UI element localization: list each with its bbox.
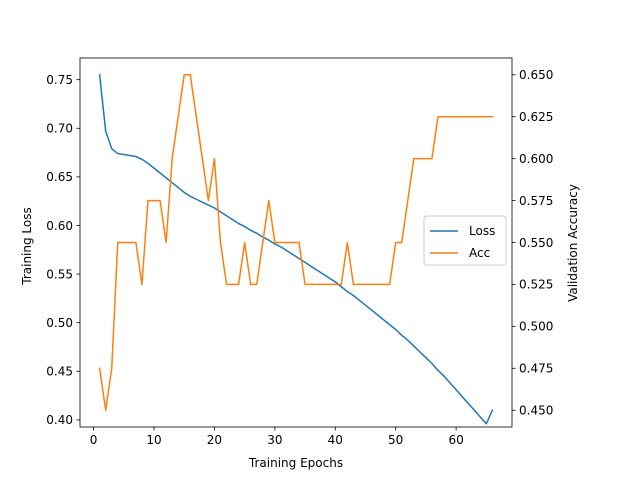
x-tick-label: 10 — [146, 433, 161, 447]
right-y-tick-label: 0.525 — [519, 278, 553, 292]
right-y-tick-label: 0.600 — [519, 152, 553, 166]
left-y-tick-label: 0.60 — [46, 219, 73, 233]
right-y-axis-label: Validation Accuracy — [566, 184, 580, 302]
left-y-tick-label: 0.40 — [46, 413, 73, 427]
tick-marks-and-labels: 0 10 20 30 40 50 60 0.40 0.45 0.50 0.55 0.60 0.65 0.7… — [46, 68, 553, 447]
left-y-tick-label: 0.75 — [46, 73, 73, 87]
x-tick-label: 40 — [328, 433, 343, 447]
legend-label-acc: Acc — [469, 246, 490, 260]
x-axis-label: Training Epochs — [248, 456, 343, 470]
left-y-tick-label: 0.50 — [46, 316, 73, 330]
right-y-tick-label: 0.475 — [519, 362, 553, 376]
left-y-tick-label: 0.70 — [46, 122, 73, 136]
right-y-tick-label: 0.550 — [519, 236, 553, 250]
right-y-tick-label: 0.650 — [519, 68, 553, 82]
right-y-tick-label: 0.575 — [519, 194, 553, 208]
x-tick-label: 0 — [90, 433, 98, 447]
left-y-tick-label: 0.45 — [46, 365, 73, 379]
series-line-loss — [98, 73, 494, 425]
right-y-tick-label: 0.625 — [519, 110, 553, 124]
x-tick-label: 60 — [448, 433, 463, 447]
left-y-tick-label: 0.55 — [46, 267, 73, 281]
left-y-axis-label: Training Loss — [20, 207, 34, 285]
legend-label-loss: Loss — [469, 224, 495, 238]
right-y-tick-label: 0.450 — [519, 404, 553, 418]
right-y-tick-label: 0.500 — [519, 320, 553, 334]
series-line-acc — [98, 74, 494, 411]
plot-area — [98, 73, 494, 425]
x-tick-label: 50 — [388, 433, 403, 447]
left-y-tick-label: 0.65 — [46, 170, 73, 184]
x-tick-label: 30 — [267, 433, 282, 447]
x-tick-label: 20 — [207, 433, 222, 447]
legend: Loss Acc — [423, 215, 507, 266]
